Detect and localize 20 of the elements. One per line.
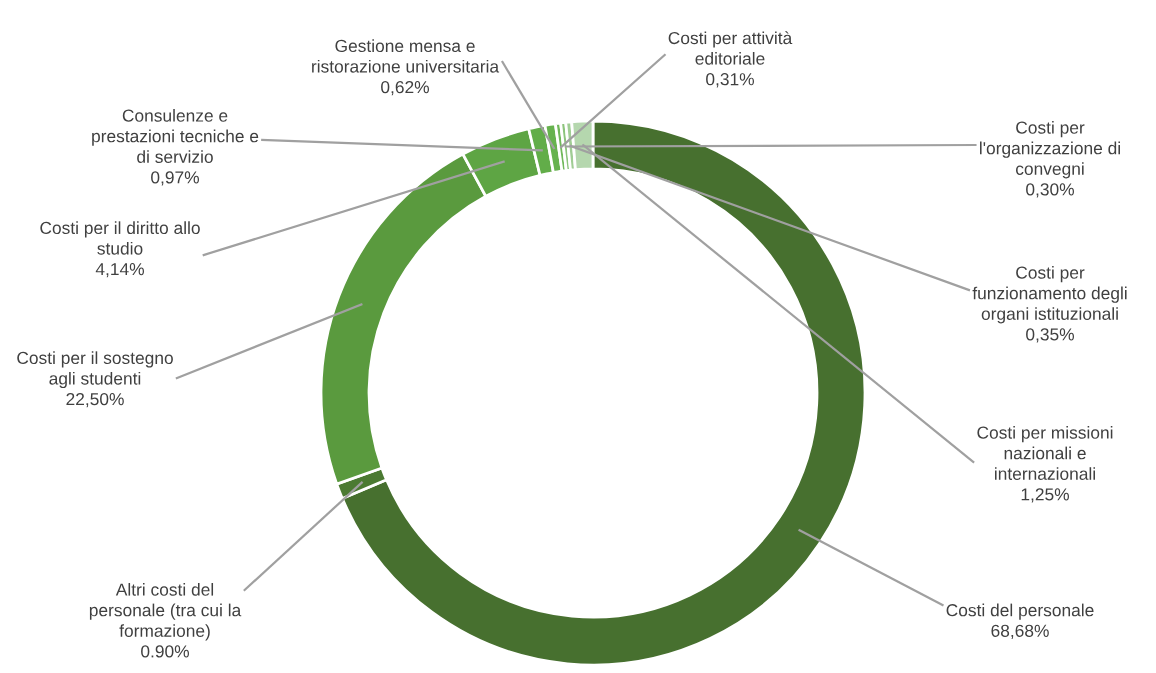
slice-label: Costi per attività editoriale: [668, 31, 793, 65]
data-label: 0,62%: [381, 80, 429, 96]
data-label: 0,30%: [1026, 183, 1074, 198]
slice-label: Costi per missioni nazionali e internazionali: [977, 426, 1113, 480]
data-label: 1,25%: [1021, 488, 1069, 503]
slice-label: Costi per funzionamento degli organi istituzionali: [972, 266, 1127, 324]
data-label: 0,31%: [706, 73, 754, 88]
slice-label: Costi per l'organizzazione di convegni: [980, 121, 1120, 179]
slice-label: Costi per il sostegno agli studenti: [17, 351, 173, 389]
data-label: 4,14%: [95, 263, 144, 278]
slice-label: Costi per il diritto allo studio: [40, 221, 200, 255]
data-label: 0,35%: [1026, 328, 1074, 343]
slice-label: Gestione mensa e ristorazione universitaria: [312, 39, 500, 73]
data-label: 0,97%: [151, 171, 199, 186]
data-label: 22,50%: [66, 392, 124, 408]
data-label: 68,68%: [991, 624, 1049, 639]
slice-label: Consulenze e prestazioni tecniche e di servizio: [92, 109, 259, 163]
slice-label: Costi del personale: [946, 603, 1094, 620]
slice-label: Altri costi del personale (tra cui la formazione): [89, 583, 242, 641]
data-label: 0.90%: [141, 645, 189, 658]
